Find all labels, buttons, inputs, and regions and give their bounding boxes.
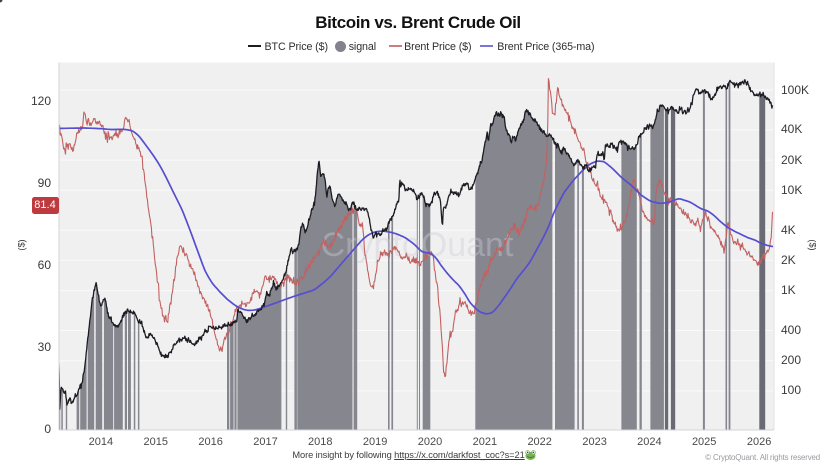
svg-text:CryptoQuant: CryptoQuant (321, 226, 514, 264)
